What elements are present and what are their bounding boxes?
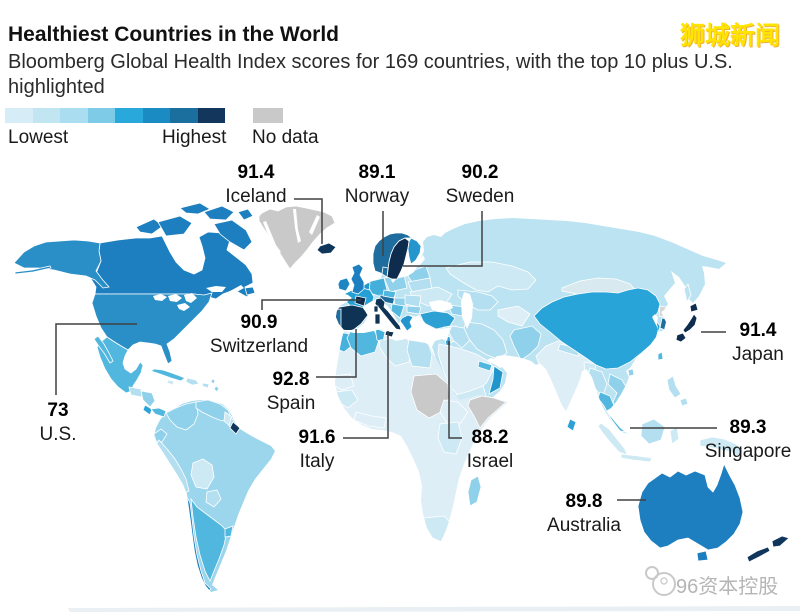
- svg-text:91.4: 91.4: [238, 162, 275, 183]
- svg-text:89.3: 89.3: [730, 417, 767, 438]
- svg-text:91.6: 91.6: [299, 427, 336, 448]
- svg-text:88.2: 88.2: [472, 427, 509, 448]
- svg-text:Iceland: Iceland: [225, 186, 286, 207]
- svg-text:73: 73: [47, 400, 68, 421]
- svg-text:Norway: Norway: [345, 186, 410, 207]
- svg-text:92.8: 92.8: [273, 369, 310, 390]
- svg-text:Australia: Australia: [547, 515, 621, 536]
- svg-text:Singapore: Singapore: [705, 441, 792, 462]
- svg-text:Israel: Israel: [467, 451, 513, 472]
- svg-text:91.4: 91.4: [740, 320, 777, 341]
- svg-text:Spain: Spain: [267, 393, 316, 414]
- svg-text:90.2: 90.2: [462, 162, 499, 183]
- svg-text:Switzerland: Switzerland: [210, 336, 308, 357]
- svg-text:Japan: Japan: [732, 344, 784, 365]
- svg-text:89.8: 89.8: [566, 491, 603, 512]
- svg-text:89.1: 89.1: [359, 162, 396, 183]
- svg-text:90.9: 90.9: [241, 312, 278, 333]
- svg-text:U.S.: U.S.: [40, 424, 77, 445]
- svg-text:Sweden: Sweden: [446, 186, 515, 207]
- svg-text:Italy: Italy: [300, 451, 335, 472]
